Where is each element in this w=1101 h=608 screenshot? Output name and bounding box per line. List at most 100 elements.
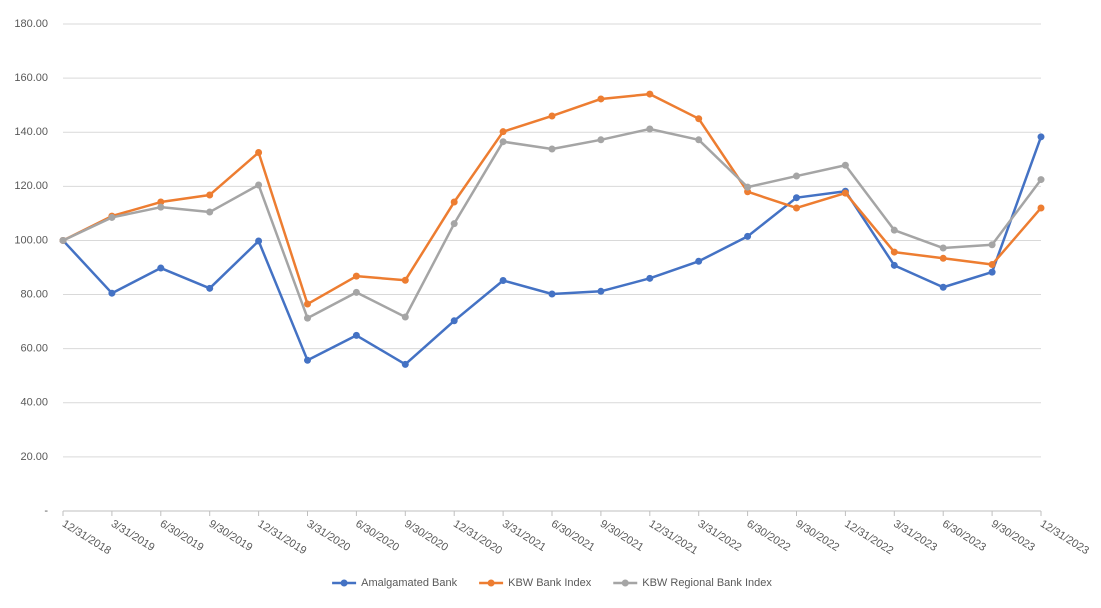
- legend-item: KBW Regional Bank Index: [613, 577, 772, 589]
- data-point: [304, 314, 311, 322]
- data-point: [401, 360, 409, 368]
- data-point: [108, 213, 116, 221]
- data-point: [255, 181, 263, 189]
- y-tick-label: 20.00: [20, 451, 48, 463]
- data-point: [793, 194, 800, 202]
- data-point: [988, 241, 996, 249]
- legend: Amalgamated Bank KBW Bank Index KBW Region…: [332, 577, 772, 589]
- data-point: [793, 172, 800, 180]
- y-tick-label: 140.00: [14, 126, 48, 138]
- data-point: [695, 136, 703, 144]
- data-point: [450, 198, 458, 206]
- x-tick-label: 12/31/2022: [842, 518, 895, 557]
- data-point: [157, 264, 165, 272]
- legend-marker: [621, 579, 629, 587]
- x-tick-label: 12/31/2023: [1038, 518, 1091, 557]
- data-point: [744, 232, 752, 240]
- legend-label: KBW Bank Index: [508, 577, 592, 589]
- legend-item: KBW Bank Index: [479, 577, 592, 589]
- y-tick-label: 120.00: [14, 180, 48, 192]
- x-tick-label: 6/30/2022: [744, 518, 792, 554]
- x-tick-label: 6/30/2021: [549, 518, 597, 554]
- data-point: [646, 125, 654, 133]
- data-point: [352, 272, 360, 280]
- data-point: [499, 138, 507, 146]
- data-point: [352, 288, 360, 296]
- x-tick-label: 12/31/2021: [647, 518, 700, 557]
- y-tick-label: 60.00: [20, 343, 48, 355]
- data-point: [401, 313, 409, 321]
- data-point: [304, 300, 311, 308]
- data-point: [597, 95, 605, 103]
- data-point: [206, 208, 214, 216]
- data-point: [988, 268, 996, 276]
- data-point: [548, 145, 556, 153]
- legend-label: Amalgamated Bank: [361, 577, 457, 589]
- data-point: [352, 331, 360, 339]
- x-tick-label: 6/30/2019: [158, 518, 206, 554]
- data-point: [548, 112, 556, 120]
- data-point: [157, 198, 165, 206]
- legend-label: KBW Regional Bank Index: [642, 577, 772, 589]
- x-tick-label: 3/31/2022: [696, 518, 744, 554]
- x-tick-label: 3/31/2020: [304, 518, 352, 554]
- x-tick-label: 9/30/2019: [207, 518, 255, 554]
- data-point: [793, 204, 800, 212]
- x-tick-label: 9/30/2021: [598, 518, 646, 554]
- data-point: [157, 203, 165, 211]
- y-tick-label: -: [44, 505, 48, 517]
- legend-item: Amalgamated Bank: [332, 577, 458, 589]
- data-point: [597, 287, 605, 295]
- data-point: [890, 226, 898, 234]
- data-point: [206, 284, 214, 292]
- data-point: [450, 220, 458, 228]
- data-point: [108, 289, 116, 297]
- data-point: [744, 183, 752, 191]
- x-tick-label: 9/30/2022: [793, 518, 841, 554]
- x-tick-label: 12/31/2018: [60, 518, 113, 557]
- x-tick-label: 12/31/2020: [451, 518, 504, 557]
- data-point: [548, 290, 556, 298]
- data-point: [939, 283, 947, 291]
- data-point: [450, 317, 458, 325]
- data-point: [988, 261, 996, 269]
- x-tick-label: 9/30/2020: [402, 518, 450, 554]
- x-tick-label: 9/30/2023: [989, 518, 1037, 554]
- data-point: [1037, 176, 1045, 184]
- data-point: [597, 136, 605, 144]
- data-point: [499, 276, 507, 284]
- x-tick-label: 3/31/2021: [500, 518, 548, 554]
- data-point: [841, 161, 849, 169]
- y-tick-label: 100.00: [14, 234, 48, 246]
- data-point: [695, 257, 703, 265]
- data-point: [890, 248, 898, 256]
- y-tick-label: 180.00: [14, 18, 48, 30]
- data-point: [255, 237, 263, 245]
- data-point: [304, 356, 311, 364]
- data-point: [939, 244, 947, 252]
- data-point: [841, 189, 849, 197]
- y-tick-label: 80.00: [20, 288, 48, 300]
- data-point: [499, 128, 507, 136]
- data-point: [255, 149, 263, 157]
- legend-marker: [340, 579, 348, 587]
- data-point: [646, 274, 654, 282]
- data-point: [1037, 204, 1045, 212]
- data-point: [890, 261, 898, 269]
- x-tick-label: 12/31/2019: [255, 518, 308, 557]
- data-point: [646, 90, 654, 98]
- y-tick-label: 40.00: [20, 397, 48, 409]
- x-tick-label: 3/31/2019: [109, 518, 157, 554]
- data-point: [401, 276, 409, 284]
- series-line: [62, 92, 1042, 306]
- legend-marker: [487, 579, 495, 587]
- x-tick-label: 3/31/2023: [891, 518, 939, 554]
- y-tick-label: 160.00: [14, 72, 48, 84]
- x-tick-label: 6/30/2020: [353, 518, 401, 554]
- data-point: [59, 236, 67, 244]
- data-point: [1037, 133, 1045, 141]
- data-point: [695, 115, 703, 123]
- data-point: [939, 254, 947, 262]
- data-point: [206, 191, 214, 199]
